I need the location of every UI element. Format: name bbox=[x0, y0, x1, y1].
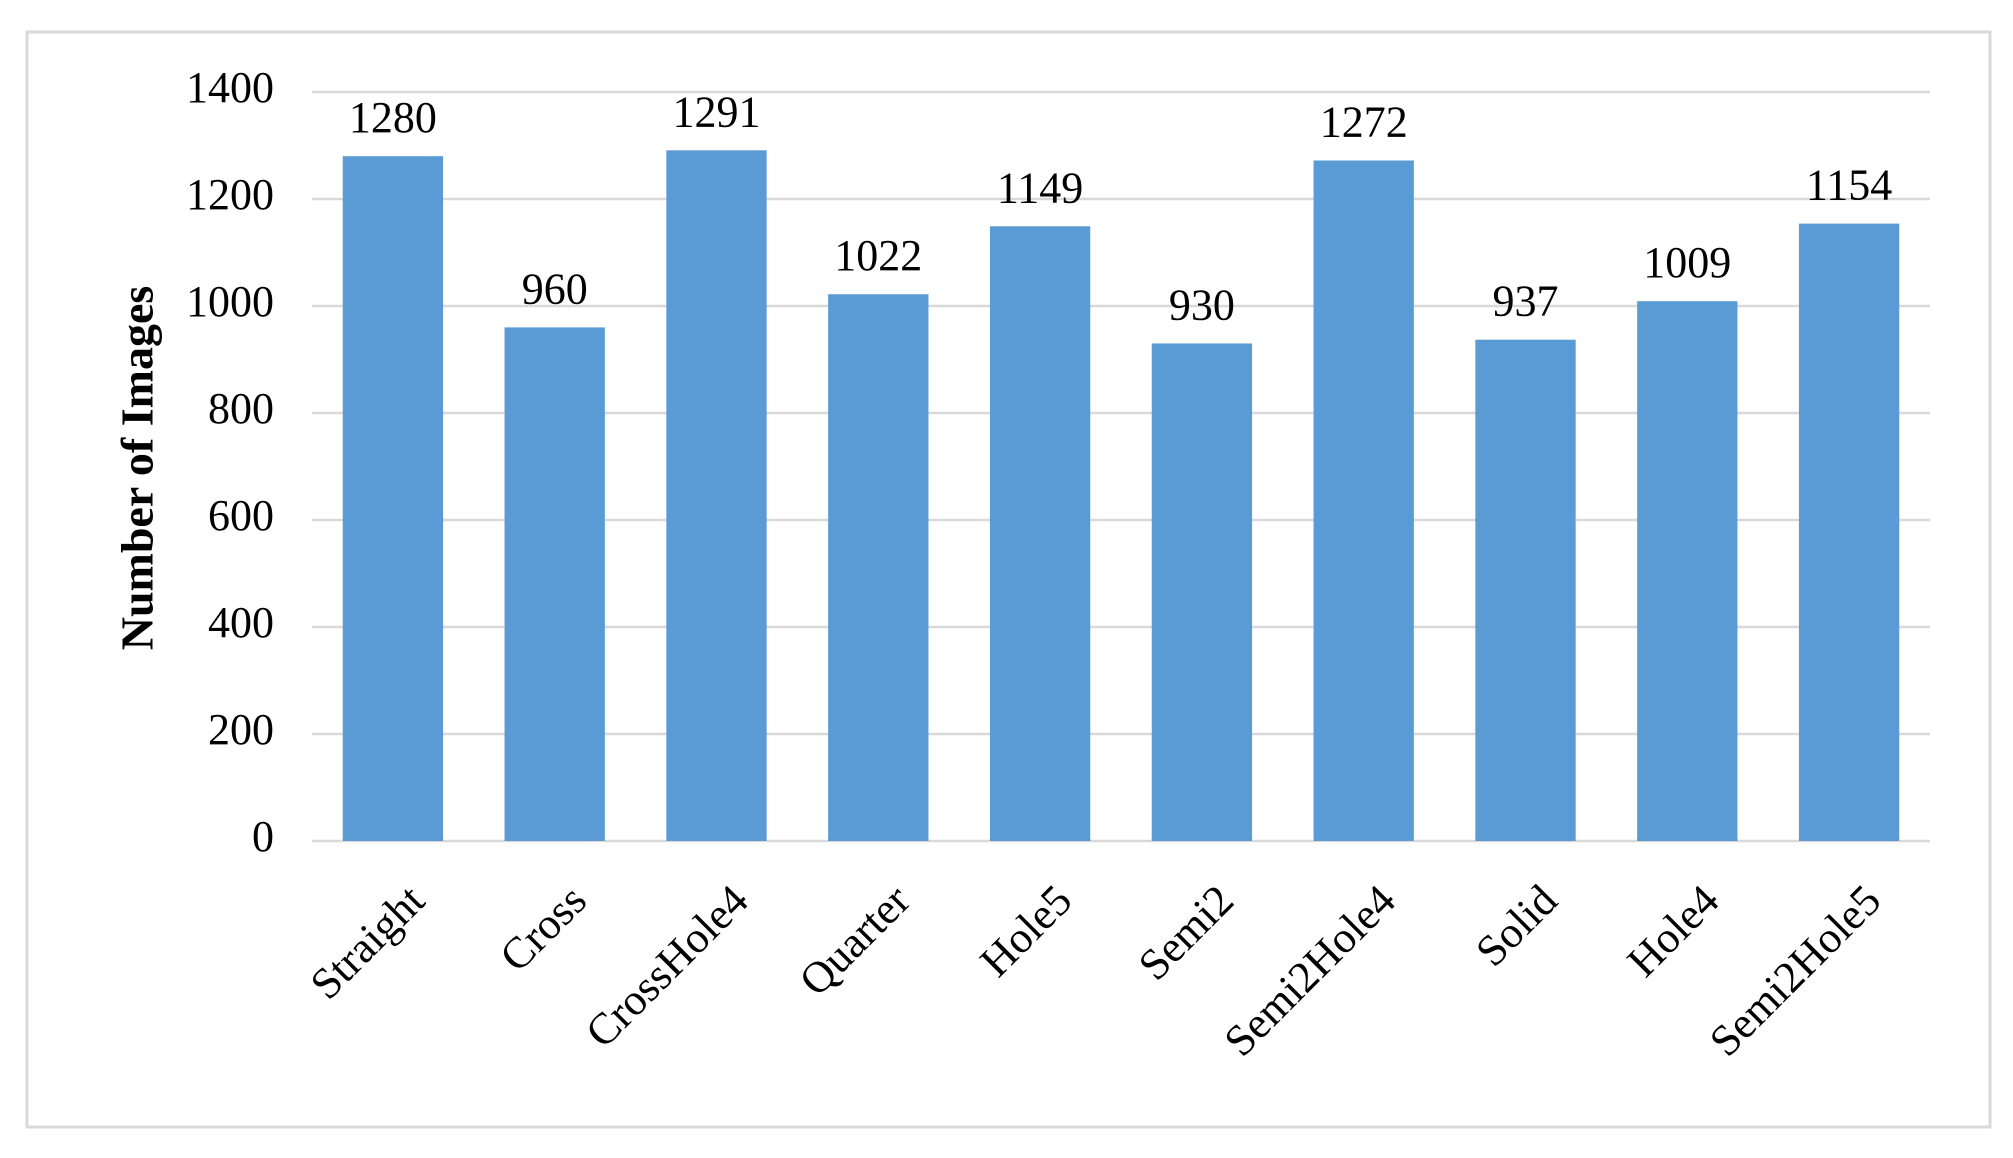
y-tick-label: 400 bbox=[208, 598, 274, 647]
y-tick-label: 0 bbox=[252, 812, 274, 861]
data-label: 1154 bbox=[1806, 161, 1892, 210]
bar bbox=[828, 294, 929, 842]
y-tick-label: 1400 bbox=[186, 63, 274, 112]
data-label: 960 bbox=[522, 264, 588, 313]
data-label: 1009 bbox=[1643, 238, 1731, 287]
bar bbox=[342, 156, 444, 841]
data-label: 1291 bbox=[673, 87, 761, 136]
bar bbox=[504, 327, 605, 841]
y-tick-label: 600 bbox=[208, 491, 274, 540]
data-label: 937 bbox=[1493, 277, 1559, 326]
y-axis-title: Number of Images bbox=[112, 286, 163, 651]
data-label: 1149 bbox=[997, 163, 1083, 212]
bar bbox=[1151, 343, 1253, 841]
y-tick-label: 1000 bbox=[186, 277, 274, 326]
y-tick-label: 1200 bbox=[186, 170, 274, 219]
bar bbox=[1475, 339, 1576, 841]
data-label: 930 bbox=[1169, 280, 1235, 329]
y-tick-label: 800 bbox=[208, 384, 274, 433]
bar bbox=[989, 226, 1091, 841]
data-label: 1022 bbox=[834, 231, 922, 280]
bar bbox=[1798, 223, 1900, 842]
bar bbox=[1637, 301, 1738, 841]
bar bbox=[666, 150, 767, 841]
data-label: 1280 bbox=[349, 93, 437, 142]
y-tick-label: 200 bbox=[208, 705, 274, 754]
bar bbox=[1313, 160, 1414, 842]
data-label: 1272 bbox=[1320, 97, 1408, 146]
